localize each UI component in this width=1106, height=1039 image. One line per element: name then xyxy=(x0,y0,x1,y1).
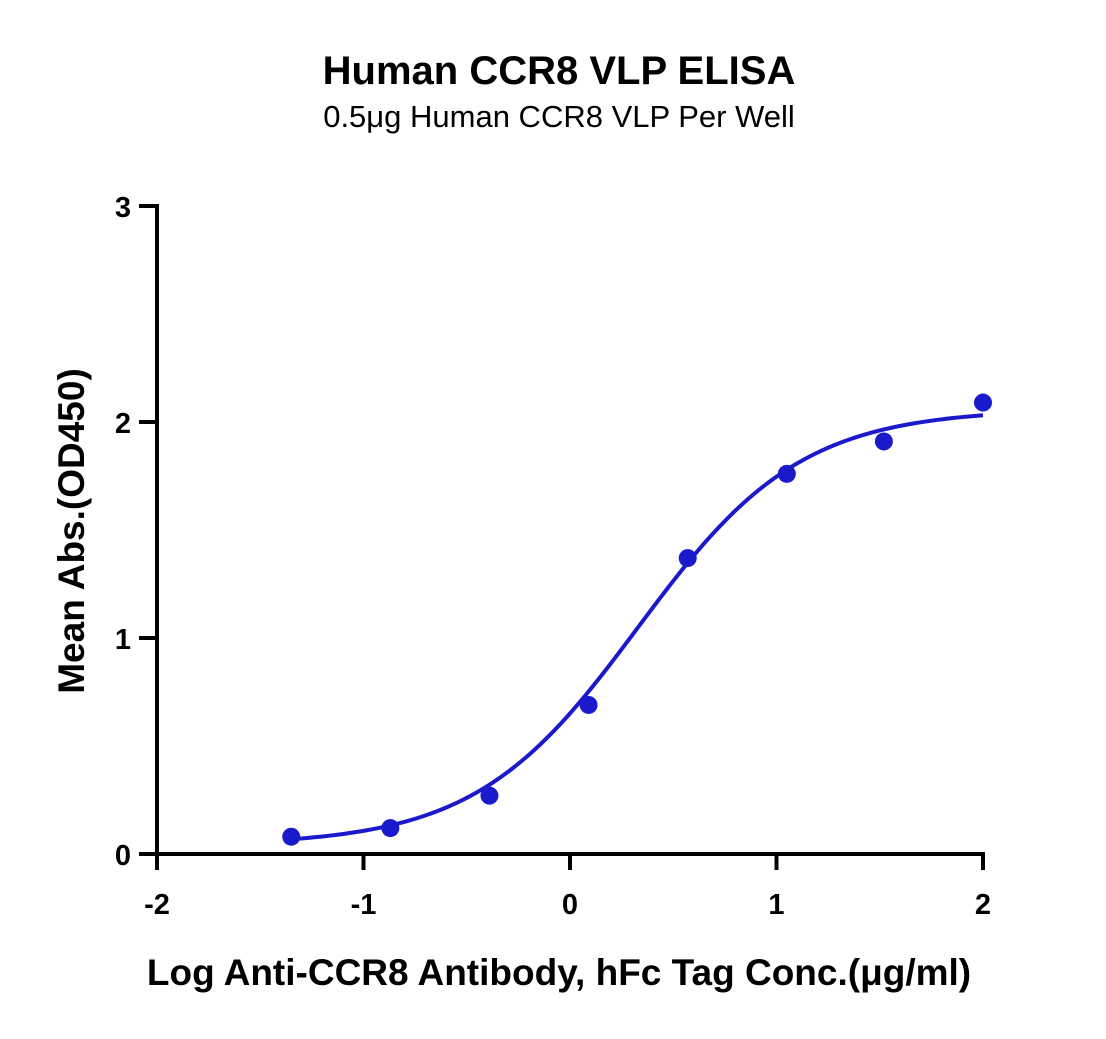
data-point xyxy=(381,819,400,838)
x-tick-label: -1 xyxy=(351,889,377,921)
x-tick-label: 1 xyxy=(768,889,784,921)
data-point xyxy=(777,464,796,483)
x-tick-label: 2 xyxy=(975,889,991,921)
chart-title: Human CCR8 VLP ELISA xyxy=(323,49,796,93)
data-point xyxy=(480,786,499,805)
y-tick-label: 1 xyxy=(115,624,131,656)
y-tick-label: 2 xyxy=(115,408,131,440)
data-points xyxy=(282,393,992,846)
x-tick-label: -2 xyxy=(144,889,170,921)
y-tick-label: 3 xyxy=(115,192,131,224)
data-point xyxy=(579,695,598,714)
chart-subtitle: 0.5μg Human CCR8 VLP Per Well xyxy=(323,99,795,134)
data-point xyxy=(874,432,893,451)
y-tick-label: 0 xyxy=(115,840,131,872)
axes xyxy=(155,204,985,856)
y-axis-label: Mean Abs.(OD450) xyxy=(51,368,92,694)
fit-curve xyxy=(291,413,984,842)
data-point xyxy=(974,393,992,412)
fit-curve-group xyxy=(291,413,984,842)
data-point xyxy=(282,827,301,846)
x-tick-label: 0 xyxy=(562,889,578,921)
x-axis-label: Log Anti-CCR8 Antibody, hFc Tag Conc.(μg… xyxy=(147,952,971,993)
ticks: -2 -1 0 1 2 0 1 2 3 xyxy=(115,192,991,921)
data-point xyxy=(678,549,697,568)
